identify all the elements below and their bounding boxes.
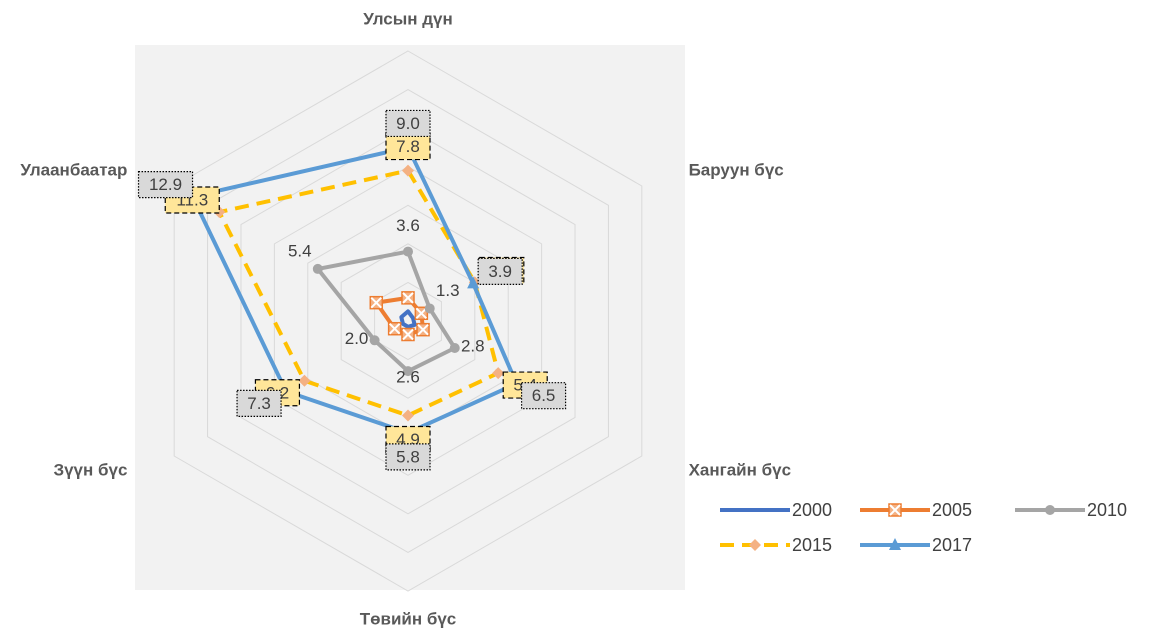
marker [1045, 505, 1055, 515]
category-label: Улаанбаатар [20, 160, 127, 179]
data-label: 6.5 [532, 386, 556, 405]
label-box [137, 171, 194, 199]
series-line [399, 309, 417, 329]
marker [416, 322, 430, 337]
marker [424, 303, 435, 314]
legend-label: 2015 [792, 535, 832, 555]
category-label: Төвийн бүс [360, 609, 457, 628]
marker-x [417, 323, 429, 336]
marker-x [370, 296, 382, 309]
data-label: 2.6 [396, 368, 420, 387]
label-box [385, 109, 431, 138]
marker [402, 409, 414, 422]
marker-x [402, 292, 414, 304]
marker [492, 367, 505, 380]
category-label: Улсын дүн [363, 9, 453, 28]
marker [298, 374, 311, 387]
marker [403, 246, 413, 257]
data-label: 1.3 [436, 281, 460, 300]
label-box [520, 382, 567, 410]
data-label: 9.0 [396, 114, 420, 133]
marker [369, 335, 380, 346]
legend-label: 2010 [1087, 500, 1127, 520]
marker [449, 343, 460, 353]
marker [749, 539, 761, 551]
marker [889, 538, 901, 550]
marker [414, 306, 429, 321]
label-box [477, 257, 523, 285]
category-label: Зүүн бүс [53, 460, 127, 479]
data-label: 2.0 [345, 329, 369, 348]
marker-x [388, 323, 401, 335]
marker-x [415, 307, 428, 319]
category-label: Баруун бүс [689, 160, 784, 179]
marker [467, 276, 480, 289]
marker [387, 321, 402, 336]
data-label: 12.9 [149, 175, 182, 194]
marker [312, 263, 323, 274]
marker [369, 295, 384, 310]
marker [888, 503, 902, 517]
data-label: 7.8 [396, 137, 420, 156]
data-label: 5.4 [288, 241, 312, 260]
category-label: Хангайн бүс [689, 460, 791, 479]
grid-ring [240, 127, 576, 515]
legend-label: 2000 [792, 500, 832, 520]
marker [402, 164, 414, 177]
grid-ring [273, 166, 543, 476]
data-label: 2.8 [461, 336, 485, 355]
marker [401, 291, 415, 305]
marker-x [889, 504, 901, 516]
legend-label: 2005 [932, 500, 972, 520]
data-label: 3.9 [488, 262, 512, 281]
label-box [236, 389, 282, 417]
data-label: 7.3 [247, 394, 271, 413]
label-box [385, 132, 431, 161]
data-label: 5.8 [396, 447, 420, 466]
data-label: 3.6 [396, 216, 420, 235]
marker [401, 327, 415, 342]
label-box [385, 443, 431, 471]
legend-label: 2017 [932, 535, 972, 555]
marker-x [402, 328, 414, 341]
marker [403, 366, 413, 377]
